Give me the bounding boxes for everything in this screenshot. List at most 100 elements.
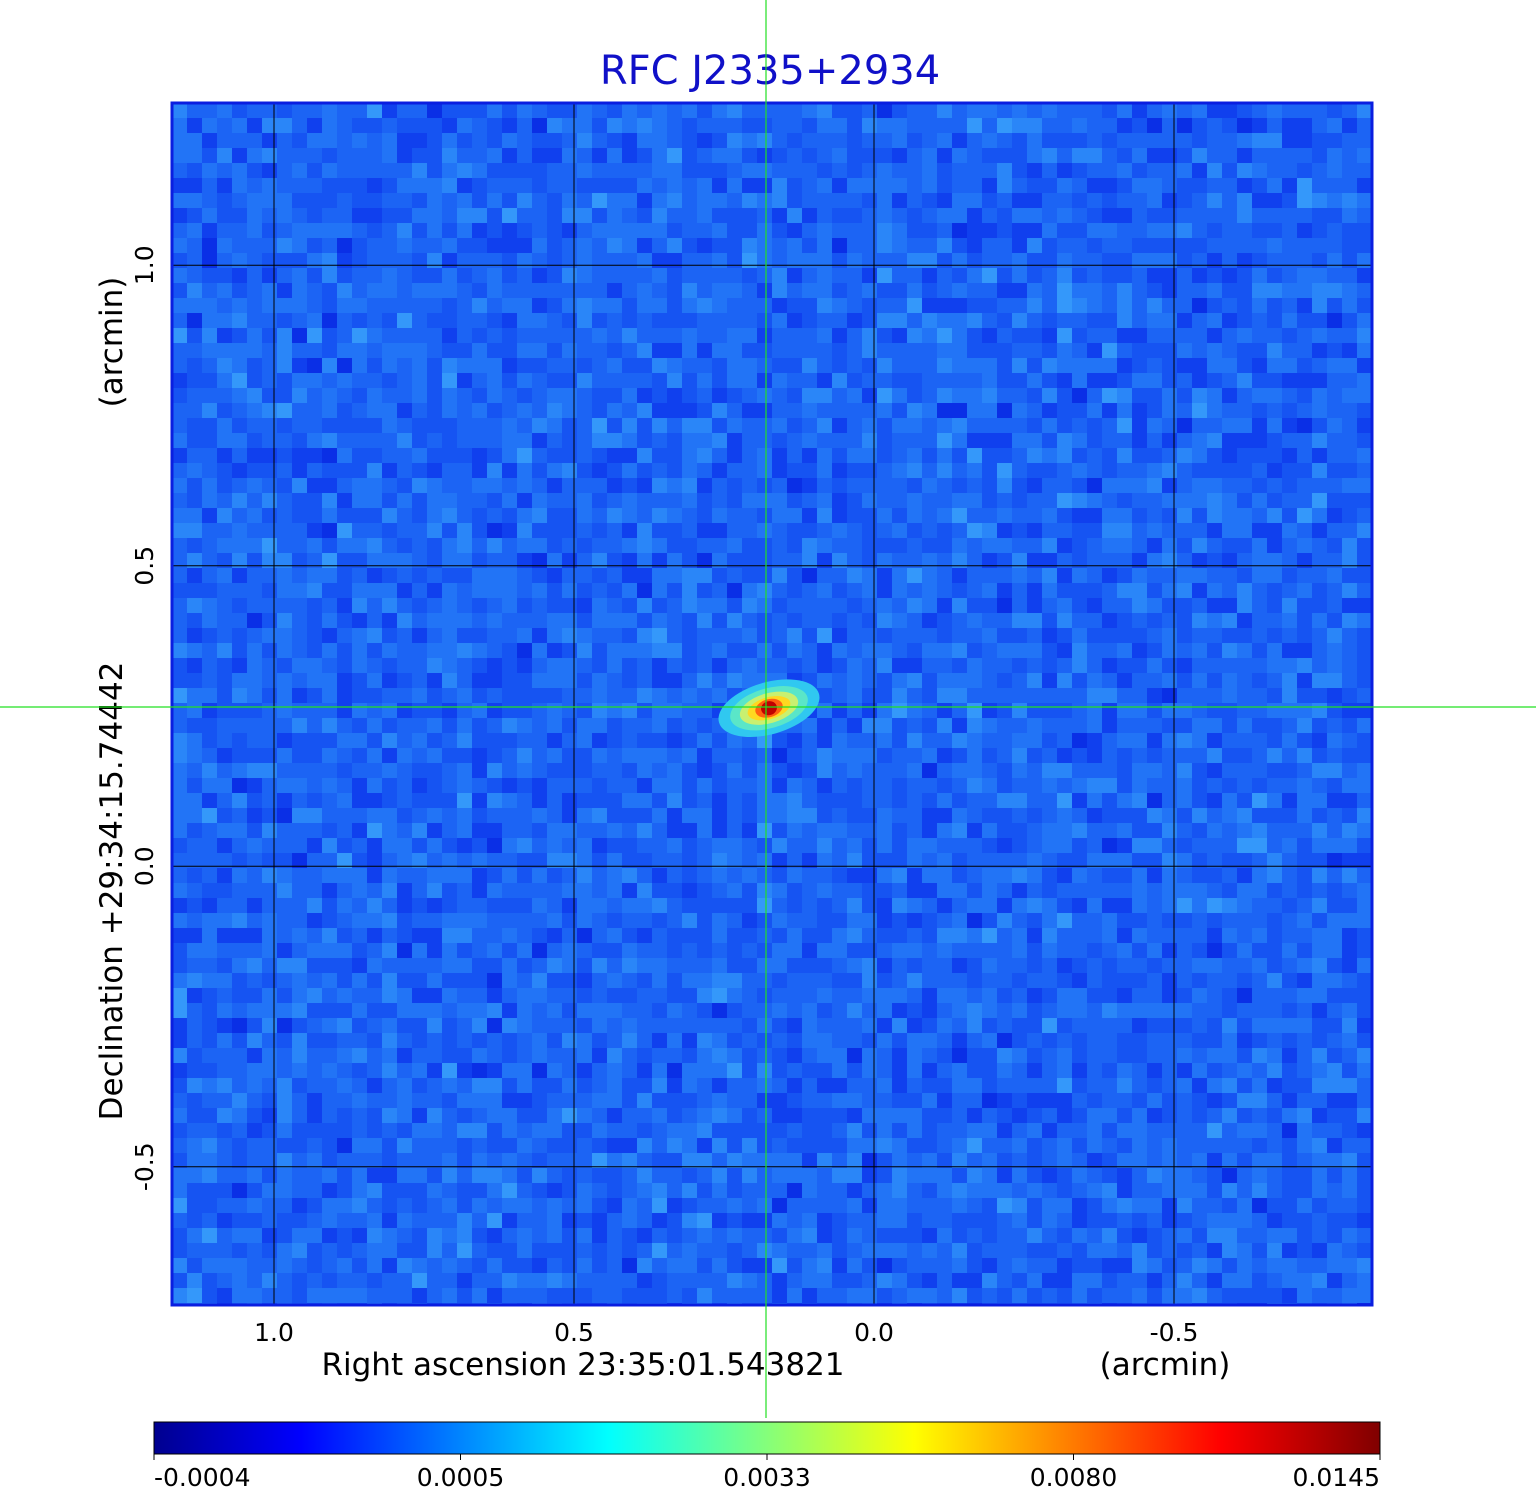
- heatmap-cell: [1192, 463, 1207, 478]
- heatmap-cell: [262, 658, 277, 673]
- heatmap-cell: [172, 208, 187, 223]
- heatmap-cell: [1282, 313, 1297, 328]
- heatmap-cell: [1312, 538, 1327, 553]
- heatmap-cell: [337, 673, 352, 688]
- heatmap-cell: [457, 568, 472, 583]
- heatmap-cell: [232, 553, 247, 568]
- heatmap-cell: [1087, 388, 1102, 403]
- heatmap-cell: [457, 658, 472, 673]
- heatmap-cell: [442, 703, 457, 718]
- heatmap-cell: [382, 553, 397, 568]
- heatmap-cell: [337, 643, 352, 658]
- heatmap-cell: [577, 313, 592, 328]
- heatmap-cell: [997, 313, 1012, 328]
- heatmap-cell: [652, 718, 667, 733]
- heatmap-cell: [1132, 328, 1147, 343]
- heatmap-cell: [1057, 508, 1072, 523]
- heatmap-cell: [727, 223, 742, 238]
- heatmap-cell: [397, 238, 412, 253]
- heatmap-cell: [607, 748, 622, 763]
- heatmap-cell: [1252, 433, 1267, 448]
- heatmap-cell: [742, 358, 757, 373]
- heatmap-cell: [802, 133, 817, 148]
- heatmap-cell: [382, 943, 397, 958]
- heatmap-cell: [307, 868, 322, 883]
- heatmap-cell: [172, 433, 187, 448]
- heatmap-cell: [1072, 388, 1087, 403]
- heatmap-cell: [352, 598, 367, 613]
- heatmap-cell: [367, 418, 382, 433]
- heatmap-cell: [352, 373, 367, 388]
- heatmap-cell: [922, 643, 937, 658]
- heatmap-cell: [1342, 253, 1357, 268]
- heatmap-cell: [907, 358, 922, 373]
- heatmap-cell: [1117, 493, 1132, 508]
- heatmap-cell: [337, 493, 352, 508]
- heatmap-cell: [607, 493, 622, 508]
- heatmap-cell: [532, 253, 547, 268]
- heatmap-cell: [1132, 958, 1147, 973]
- heatmap-cell: [682, 313, 697, 328]
- heatmap-cell: [1117, 853, 1132, 868]
- heatmap-cell: [562, 568, 577, 583]
- heatmap-cell: [1087, 958, 1102, 973]
- heatmap-cell: [757, 943, 772, 958]
- heatmap-cell: [682, 433, 697, 448]
- heatmap-cell: [667, 583, 682, 598]
- heatmap-cell: [547, 493, 562, 508]
- heatmap-cell: [247, 658, 262, 673]
- heatmap-cell: [862, 133, 877, 148]
- heatmap-cell: [1042, 328, 1057, 343]
- heatmap-cell: [337, 388, 352, 403]
- heatmap-cell: [1312, 823, 1327, 838]
- heatmap-cell: [757, 298, 772, 313]
- heatmap-cell: [832, 448, 847, 463]
- heatmap-cell: [1027, 1018, 1042, 1033]
- heatmap-cell: [697, 553, 712, 568]
- heatmap-cell: [1222, 133, 1237, 148]
- heatmap-cell: [1297, 208, 1312, 223]
- heatmap-cell: [247, 223, 262, 238]
- heatmap-cell: [1297, 913, 1312, 928]
- heatmap-cell: [1072, 103, 1087, 118]
- heatmap-cell: [367, 973, 382, 988]
- heatmap-cell: [1162, 1003, 1177, 1018]
- heatmap-cell: [217, 943, 232, 958]
- heatmap-cell: [217, 178, 232, 193]
- heatmap-cell: [1132, 508, 1147, 523]
- heatmap-cell: [952, 463, 967, 478]
- heatmap-cell: [457, 673, 472, 688]
- heatmap-cell: [967, 298, 982, 313]
- heatmap-cell: [247, 208, 262, 223]
- heatmap-cell: [967, 778, 982, 793]
- heatmap-cell: [1237, 148, 1252, 163]
- heatmap-cell: [217, 898, 232, 913]
- heatmap-cell: [1147, 403, 1162, 418]
- heatmap-cell: [292, 583, 307, 598]
- heatmap-cell: [1357, 643, 1372, 658]
- heatmap-cell: [982, 163, 997, 178]
- heatmap-cell: [1192, 313, 1207, 328]
- heatmap-cell: [1207, 913, 1222, 928]
- heatmap-cell: [937, 223, 952, 238]
- heatmap-cell: [1042, 838, 1057, 853]
- heatmap-cell: [1312, 778, 1327, 793]
- heatmap-cell: [682, 733, 697, 748]
- heatmap-cell: [1267, 403, 1282, 418]
- heatmap-cell: [922, 613, 937, 628]
- heatmap-cell: [202, 478, 217, 493]
- heatmap-cell: [367, 793, 382, 808]
- heatmap-cell: [337, 748, 352, 763]
- heatmap-cell: [172, 253, 187, 268]
- heatmap-cell: [172, 1033, 187, 1048]
- heatmap-cell: [1237, 103, 1252, 118]
- heatmap-cell: [907, 958, 922, 973]
- heatmap-cell: [1102, 778, 1117, 793]
- heatmap-cell: [412, 763, 427, 778]
- heatmap-cell: [1177, 283, 1192, 298]
- heatmap-cell: [547, 268, 562, 283]
- heatmap-cell: [742, 853, 757, 868]
- heatmap-cell: [562, 673, 577, 688]
- heatmap-cell: [832, 538, 847, 553]
- heatmap-cell: [817, 523, 832, 538]
